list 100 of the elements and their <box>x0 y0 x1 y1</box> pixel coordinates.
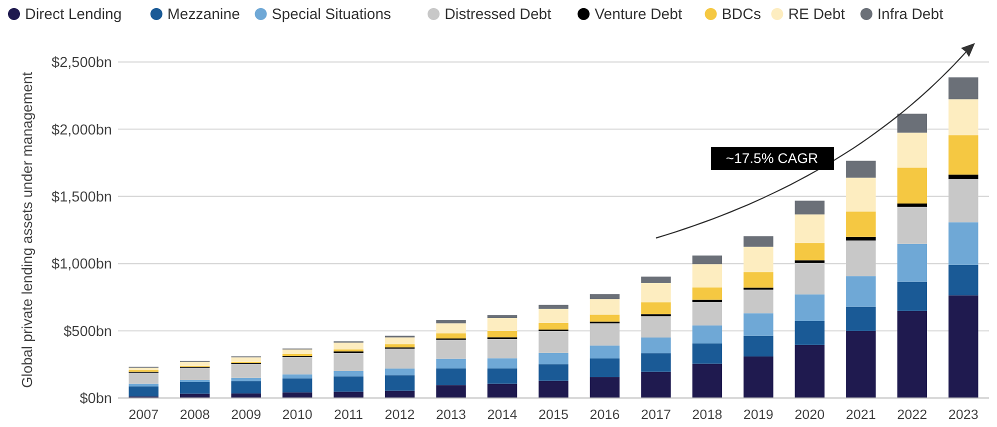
bar <box>282 378 312 392</box>
bar <box>744 336 774 356</box>
bar <box>436 385 466 398</box>
bar <box>897 282 928 311</box>
bar <box>180 382 210 394</box>
bar <box>180 394 210 398</box>
y-tick-label: $2,000bn <box>52 122 112 138</box>
bar <box>897 114 928 133</box>
x-tick-label: 2020 <box>794 407 825 422</box>
bar <box>744 313 774 336</box>
legend-label: RE Debt <box>788 6 846 23</box>
bar <box>794 344 825 398</box>
bar <box>334 342 364 350</box>
x-tick-label: 2008 <box>180 407 210 422</box>
bar <box>231 364 261 378</box>
bar <box>282 349 312 354</box>
x-tick-label: 2015 <box>538 407 569 422</box>
bar <box>231 378 261 382</box>
bar <box>128 384 158 386</box>
bar <box>436 340 466 359</box>
bar <box>590 358 620 378</box>
bar <box>641 276 671 283</box>
bar <box>794 260 825 263</box>
bar <box>436 368 466 386</box>
bar <box>846 306 876 331</box>
x-tick-label: 2021 <box>846 407 876 422</box>
bar <box>846 330 876 398</box>
bar <box>436 323 466 334</box>
bar <box>384 375 415 391</box>
bar <box>692 343 722 364</box>
bar <box>334 370 364 376</box>
bar <box>794 200 825 214</box>
bar <box>948 77 978 100</box>
bar <box>641 353 671 372</box>
bar <box>948 174 978 180</box>
bar <box>334 392 364 398</box>
bar <box>794 214 825 244</box>
bar <box>590 377 620 398</box>
bar <box>590 346 620 358</box>
bar <box>334 376 364 392</box>
bar <box>538 352 568 364</box>
bar <box>487 368 518 384</box>
bar <box>692 364 722 398</box>
bar <box>538 322 568 330</box>
bar <box>487 339 518 358</box>
bar <box>384 337 415 344</box>
bar <box>744 290 774 314</box>
bar <box>590 294 620 300</box>
y-tick-label: $500bn <box>64 324 112 340</box>
x-tick-label: 2013 <box>436 407 466 422</box>
bar <box>948 179 978 222</box>
bar <box>846 276 876 307</box>
bar <box>538 304 568 309</box>
x-tick-label: 2010 <box>282 407 312 422</box>
x-tick-label: 2022 <box>897 407 928 422</box>
legend-label: Distressed Debt <box>444 6 552 23</box>
bar <box>590 299 620 315</box>
bar <box>180 362 210 366</box>
x-tick-label: 2012 <box>384 407 415 422</box>
bar <box>948 264 978 296</box>
bar <box>846 240 876 276</box>
bar <box>590 314 620 322</box>
bar <box>846 178 876 212</box>
bar <box>487 318 518 331</box>
bar <box>641 372 671 398</box>
bar <box>641 282 671 302</box>
legend-label: Special Situations <box>272 6 392 23</box>
legend-label: Infra Debt <box>877 6 944 23</box>
bar <box>692 264 722 288</box>
x-tick-label: 2016 <box>590 407 620 422</box>
bar <box>487 330 518 338</box>
legend-label: Venture Debt <box>594 6 683 23</box>
bar <box>897 206 928 244</box>
bar <box>487 358 518 368</box>
x-tick-label: 2017 <box>640 407 671 422</box>
bar <box>128 372 158 384</box>
bar <box>641 302 671 314</box>
bar <box>231 381 261 394</box>
bar <box>384 348 415 369</box>
legend-label: BDCs <box>722 6 761 23</box>
bar <box>897 168 928 204</box>
bar <box>897 204 928 207</box>
x-tick-label: 2023 <box>948 407 978 422</box>
bar <box>897 310 928 398</box>
bar <box>948 295 978 398</box>
bar <box>846 212 876 237</box>
bar <box>282 357 312 374</box>
bar <box>744 236 774 247</box>
bar <box>538 308 568 323</box>
legend-label: Mezzanine <box>167 6 240 23</box>
bar <box>794 320 825 345</box>
bar <box>641 338 671 354</box>
bar <box>538 364 568 381</box>
bar <box>692 288 722 300</box>
bar <box>180 368 210 380</box>
bar <box>846 236 876 240</box>
bar <box>384 390 415 398</box>
bar <box>384 344 415 348</box>
bar <box>538 330 568 353</box>
x-tick-label: 2019 <box>743 407 774 422</box>
